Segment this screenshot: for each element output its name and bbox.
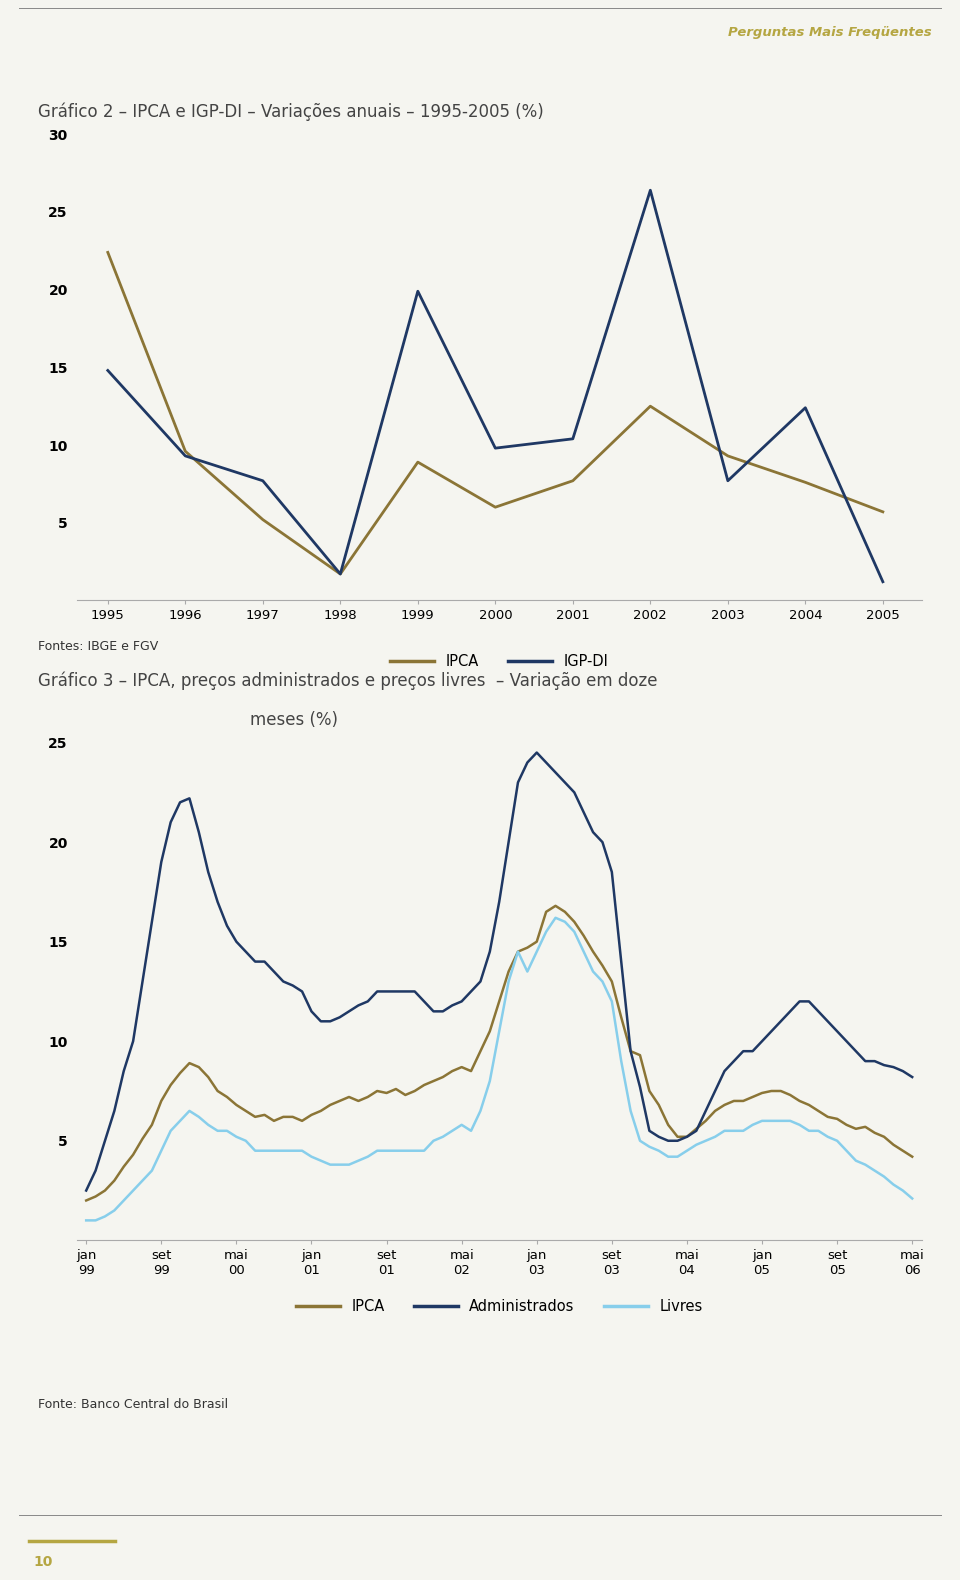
Text: Gráfico 3 – IPCA, preços administrados e preços livres  – Variação em doze: Gráfico 3 – IPCA, preços administrados e… <box>38 672 658 690</box>
Text: meses (%): meses (%) <box>250 711 338 728</box>
Text: Perguntas Mais Freqüentes: Perguntas Mais Freqüentes <box>728 25 931 38</box>
Text: Gráfico 2 – IPCA e IGP-DI – Variações anuais – 1995-2005 (%): Gráfico 2 – IPCA e IGP-DI – Variações an… <box>38 103 544 122</box>
Text: Fontes: IBGE e FGV: Fontes: IBGE e FGV <box>38 640 158 653</box>
Text: Fonte: Banco Central do Brasil: Fonte: Banco Central do Brasil <box>38 1398 228 1411</box>
Legend: IPCA, Administrados, Livres: IPCA, Administrados, Livres <box>290 1294 708 1321</box>
Text: 10: 10 <box>34 1555 53 1569</box>
Legend: IPCA, IGP-DI: IPCA, IGP-DI <box>384 648 614 675</box>
